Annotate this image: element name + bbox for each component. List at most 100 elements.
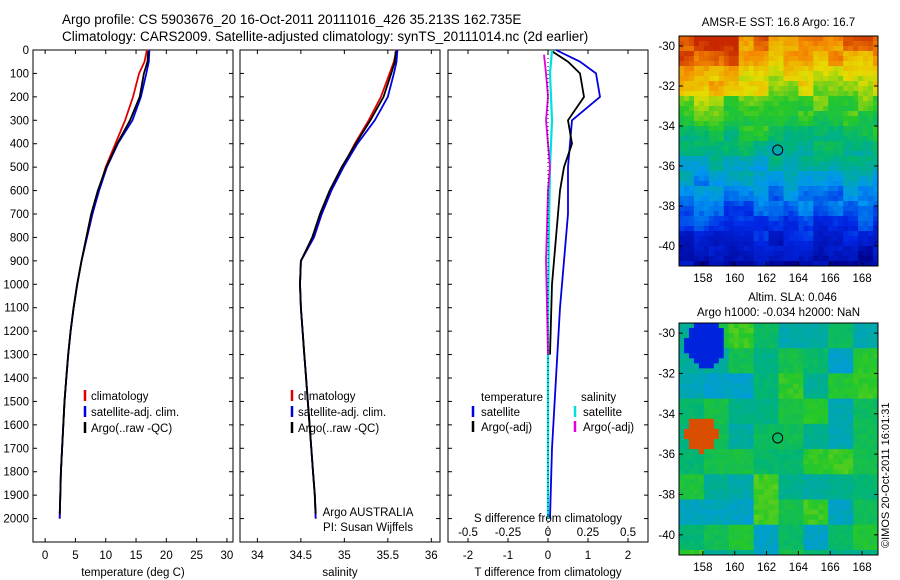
map-cell — [843, 343, 849, 349]
map-cell — [853, 358, 859, 364]
map-cell — [788, 323, 794, 329]
map-cell — [763, 444, 769, 450]
map-cell — [828, 454, 834, 460]
map-cell — [858, 41, 864, 47]
map-cell — [758, 323, 764, 329]
map-cell — [798, 186, 804, 192]
map-cell — [679, 444, 685, 450]
map-cell — [758, 348, 764, 354]
map-cell — [683, 36, 690, 42]
map-cell — [688, 464, 695, 470]
map-cell — [793, 261, 799, 267]
map-cell — [788, 504, 794, 511]
map-cell — [728, 76, 735, 82]
map-cell — [713, 519, 720, 526]
map-cell — [803, 71, 809, 77]
map-cell — [778, 261, 784, 267]
map-cell — [713, 106, 720, 112]
map-cell — [783, 323, 789, 329]
map-cell — [798, 81, 804, 87]
map-cell — [798, 151, 804, 157]
map-cell — [763, 489, 769, 495]
map-cell — [733, 433, 740, 440]
map-cell — [688, 549, 695, 556]
map-cell — [853, 439, 859, 445]
map-cell — [773, 86, 779, 92]
map-cell — [823, 51, 829, 57]
map-cell — [788, 454, 794, 460]
map-cell — [708, 333, 715, 339]
map-cell — [828, 444, 834, 450]
map-cell — [693, 373, 700, 379]
map-cell — [768, 519, 774, 526]
map-cell — [863, 126, 869, 132]
map-cell — [838, 201, 844, 207]
map-cell — [688, 408, 695, 415]
map-cell — [818, 66, 824, 72]
map-cell — [738, 504, 745, 511]
map-cell — [798, 484, 804, 490]
map-cell — [858, 403, 864, 410]
map-cell — [738, 338, 745, 344]
map-cell — [718, 106, 725, 112]
map-cell — [778, 393, 784, 400]
map-cell — [688, 191, 695, 197]
map-cell — [838, 171, 844, 177]
map-cell — [743, 141, 750, 147]
map-cell — [713, 101, 720, 107]
map-cell — [843, 61, 849, 67]
map-cell — [698, 231, 705, 237]
map-cell — [803, 549, 809, 556]
map-cell — [718, 469, 725, 475]
map-cell — [828, 333, 834, 339]
map-cell — [683, 323, 690, 329]
map-cell — [679, 368, 685, 374]
map-cell — [843, 86, 849, 92]
map-cell — [758, 413, 764, 420]
map-cell — [723, 338, 730, 344]
map-cell — [843, 474, 849, 480]
map-cell — [713, 544, 720, 551]
map-cell — [723, 423, 730, 430]
map-cell — [738, 378, 745, 384]
map-cell — [853, 201, 859, 207]
map-cell — [723, 151, 730, 157]
map-cell — [713, 363, 720, 369]
map-cell — [713, 524, 720, 531]
map-cell — [868, 96, 874, 102]
map-cell — [848, 36, 854, 42]
map-y-tick-label: -32 — [658, 368, 675, 380]
map-cell — [798, 251, 804, 257]
map-cell — [738, 51, 745, 57]
map-cell — [733, 403, 740, 410]
map-cell — [693, 201, 700, 207]
map-cell — [688, 206, 695, 212]
map-cell — [688, 86, 695, 92]
map-cell — [793, 393, 799, 400]
map-cell — [853, 81, 859, 87]
map-cell — [713, 489, 720, 495]
map-cell — [679, 146, 685, 152]
map-cell — [783, 261, 789, 267]
map-cell — [853, 206, 859, 212]
map-cell — [763, 156, 769, 162]
x-axis-label: temperature (deg C) — [81, 567, 185, 579]
map-cell — [688, 186, 695, 192]
map-cell — [818, 251, 824, 257]
map-cell — [768, 454, 774, 460]
map-cell — [813, 91, 819, 97]
map-cell — [848, 201, 854, 207]
map-cell — [698, 36, 705, 42]
map-cell — [833, 499, 839, 505]
map-cell — [728, 66, 735, 72]
map-cell — [758, 156, 764, 162]
map-cell — [763, 413, 769, 420]
map-cell — [708, 413, 715, 420]
map-cell — [853, 393, 859, 400]
map-cell — [773, 231, 779, 237]
map-cell — [808, 474, 814, 480]
map-cell — [768, 86, 774, 92]
map-cell — [818, 343, 824, 349]
map-cell — [823, 41, 829, 47]
map-cell — [833, 101, 839, 107]
